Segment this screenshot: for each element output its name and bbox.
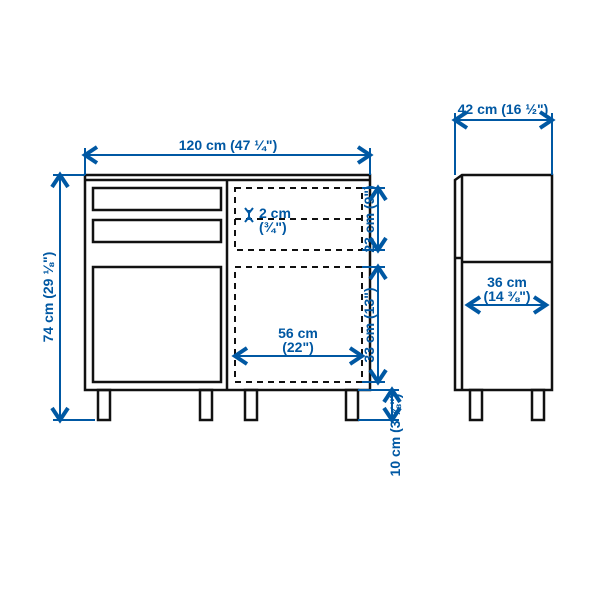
dim-depth-top: 42 cm (16 ½") [455,101,552,175]
svg-text:23 cm (9"): 23 cm (9") [361,185,377,252]
dim-inner-height-shelf: 23 cm (9") [361,185,385,252]
svg-text:33 cm (13"): 33 cm (13") [361,287,377,362]
dimension-diagram: 120 cm (47 ¼") 120 cm (47 ¼") 74 cm (29 … [0,0,600,600]
svg-text:42 cm (16 ½"): 42 cm (16 ½") [458,101,549,117]
svg-text:(22"): (22") [282,339,314,355]
svg-text:(¾"): (¾") [259,219,287,235]
dim-inner-width: 56 cm (22") [235,325,362,356]
svg-text:10 cm (3 ⅞"): 10 cm (3 ⅞") [387,394,403,477]
svg-text:74 cm (29 ⅛"): 74 cm (29 ⅛") [40,252,56,343]
dim-inner-depth: 36 cm (14 ⅜") [468,274,546,305]
dim-shelf-gap: 2 cm (¾") [245,205,291,235]
width-top-combined: 120 cm (47 ¼") [179,137,277,153]
dim-inner-height-low: 33 cm (13") [361,267,385,382]
svg-text:(14 ⅜"): (14 ⅜") [483,288,530,304]
dim-height-left: 74 cm (29 ⅛") [40,175,95,420]
front-view [85,175,370,420]
